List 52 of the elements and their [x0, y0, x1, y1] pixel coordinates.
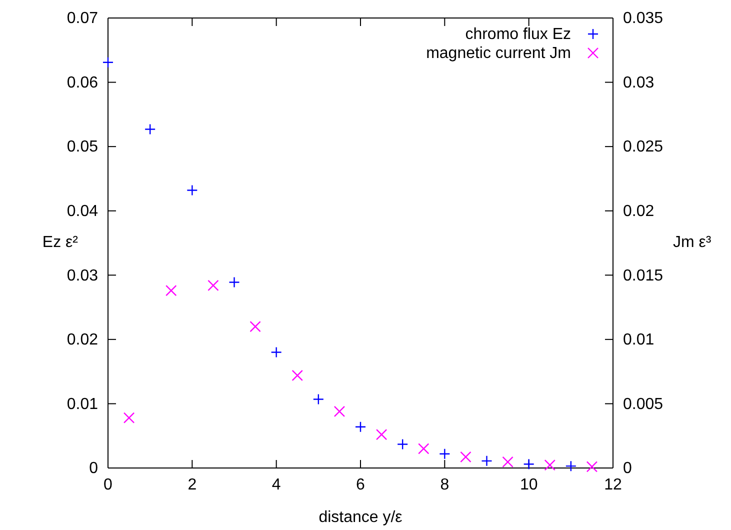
- y2-axis-title: Jm ε³: [673, 234, 712, 251]
- point: [544, 459, 556, 471]
- x-tick-label: 8: [440, 476, 450, 494]
- x-tick-label: 4: [272, 476, 281, 494]
- point: [312, 394, 324, 405]
- x-axis-title: distance y/ε: [318, 509, 402, 526]
- point: [208, 280, 219, 292]
- y2-tick-label: 0.025: [623, 138, 664, 156]
- point: [418, 443, 430, 454]
- x-tick-label: 10: [520, 476, 538, 494]
- point: [292, 370, 303, 382]
- point: [396, 438, 408, 450]
- point: [502, 456, 514, 468]
- y-tick-label: 0.02: [66, 332, 98, 349]
- point: [228, 276, 240, 288]
- point: [270, 346, 282, 358]
- y-tick-label: 0.01: [66, 396, 98, 413]
- x-tick-label: 2: [188, 476, 197, 494]
- point: [123, 412, 135, 424]
- y-tick-label: 0.03: [66, 267, 98, 284]
- point: [481, 455, 492, 467]
- y2-tick-label: 0: [623, 460, 632, 478]
- point: [102, 56, 114, 68]
- point: [376, 428, 388, 440]
- point: [586, 461, 598, 472]
- y-tick-label: 0.05: [66, 138, 98, 156]
- legend-label: magnetic current Jm: [426, 45, 571, 62]
- y-tick-label: 0.04: [66, 202, 98, 220]
- y2-tick-label: 0.03: [623, 74, 654, 92]
- x-tick-label: 12: [604, 476, 622, 494]
- y-tick-label: 0.07: [66, 10, 98, 28]
- y2-tick-label: 0.005: [623, 396, 664, 413]
- point: [144, 124, 156, 135]
- point: [186, 184, 198, 196]
- legend-label: chromo flux Ez: [465, 26, 571, 43]
- point: [460, 451, 472, 463]
- point: [334, 406, 346, 418]
- y-tick-label: 0.06: [66, 74, 98, 92]
- point: [166, 284, 177, 296]
- y-axis-title: Ez ε²: [42, 234, 79, 251]
- y2-tick-label: 0.015: [623, 267, 664, 284]
- point: [523, 458, 534, 470]
- x-tick-label: 6: [356, 476, 366, 494]
- y2-tick-label: 0.01: [623, 332, 654, 349]
- point: [565, 460, 577, 472]
- y2-tick-label: 0.02: [623, 202, 654, 220]
- point: [439, 448, 450, 460]
- point: [250, 320, 261, 332]
- x-tick-label: 0: [104, 476, 113, 494]
- point: [354, 421, 366, 432]
- y2-tick-label: 0.035: [623, 10, 664, 28]
- y-tick-label: 0: [89, 460, 98, 478]
